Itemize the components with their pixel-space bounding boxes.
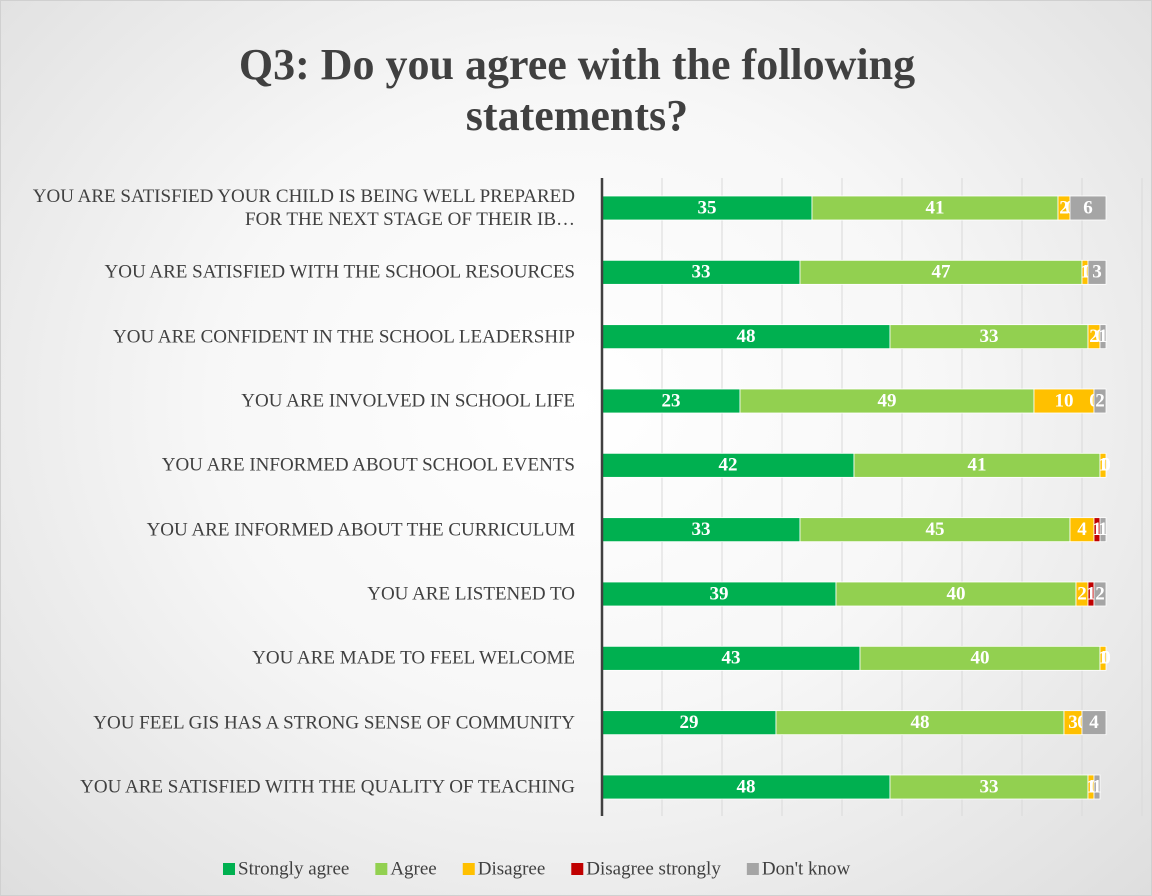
- legend-swatch: [223, 863, 235, 875]
- data-label: 33: [980, 776, 999, 797]
- bar-segment: [601, 452, 855, 478]
- legend-label: Agree: [390, 858, 436, 879]
- bar-segment: [799, 259, 1083, 285]
- data-label: 39: [710, 583, 729, 604]
- data-label: 48: [737, 776, 756, 797]
- bar-segment: [1099, 517, 1107, 543]
- bar-segment: [1093, 581, 1107, 607]
- bar-segment: [1081, 710, 1107, 736]
- bar-segment: [1099, 452, 1107, 478]
- legend-swatch: [571, 863, 584, 875]
- data-label: 1: [1098, 455, 1108, 476]
- bar-segment: [889, 324, 1089, 350]
- bar-segment: [739, 388, 1035, 414]
- bar-segment: [1069, 195, 1107, 221]
- data-label: 47: [932, 262, 952, 283]
- data-label: 49: [878, 390, 897, 411]
- data-label: 4: [1077, 519, 1087, 540]
- data-label: 0: [1101, 648, 1111, 669]
- data-label: 42: [719, 455, 738, 476]
- bar-segment: [799, 517, 1071, 543]
- data-label: 40: [947, 583, 966, 604]
- bar-segment: [1033, 388, 1095, 414]
- category-label: YOU ARE SATISFIED WITH THE QUALITY OF TE…: [80, 776, 575, 798]
- legend-swatch: [746, 863, 759, 875]
- legend-label: Strongly agree: [238, 858, 349, 879]
- category-label: YOU ARE MADE TO FEEL WELCOME: [252, 647, 575, 669]
- data-label: 0: [1101, 648, 1111, 669]
- bar-segment: [1099, 324, 1107, 350]
- legend-label: Disagree strongly: [586, 858, 721, 879]
- data-label: 0: [1101, 455, 1111, 476]
- data-label: 33: [692, 519, 711, 540]
- data-label: 3: [1068, 712, 1078, 733]
- data-label: 29: [680, 712, 699, 733]
- bar-segment: [859, 645, 1101, 671]
- bar-segment: [601, 517, 801, 543]
- bar-segment: [601, 645, 861, 671]
- category-label: YOU ARE INFORMED ABOUT THE CURRICULUM: [146, 519, 575, 541]
- data-label: 41: [968, 455, 987, 476]
- data-label: 1: [1092, 776, 1102, 797]
- bar-segment: [1087, 259, 1107, 285]
- data-label: 1: [1080, 262, 1090, 283]
- data-label: 41: [926, 197, 945, 218]
- legend-swatch: [375, 863, 388, 875]
- bar-segment: [601, 324, 891, 350]
- data-label: 45: [926, 519, 945, 540]
- data-label: 2: [1095, 583, 1105, 604]
- category-label: YOU ARE INVOLVED IN SCHOOL LIFE: [241, 390, 575, 412]
- category-label: YOU ARE SATISFIED WITH THE SCHOOL RESOUR…: [104, 261, 575, 283]
- data-label: 1: [1098, 648, 1108, 669]
- data-label: 48: [911, 712, 930, 733]
- category-label: YOU ARE CONFIDENT IN THE SCHOOL LEADERSH…: [113, 326, 575, 348]
- bar-segment: [601, 259, 801, 285]
- data-label: 6: [1083, 197, 1093, 218]
- data-label: 1: [1098, 519, 1108, 540]
- data-label: 33: [692, 262, 711, 283]
- data-label: 10: [1055, 390, 1074, 411]
- data-label: 35: [698, 197, 717, 218]
- chart-title: Q3: Do you agree with the following stat…: [238, 40, 916, 140]
- legend-label: Disagree: [478, 858, 546, 879]
- data-label: 2: [1077, 583, 1087, 604]
- data-label: 1: [1086, 776, 1096, 797]
- data-label: 2: [1059, 197, 1069, 218]
- data-label: 3: [1092, 262, 1102, 283]
- bar-segment: [601, 710, 777, 736]
- bar-segment: [1093, 388, 1107, 414]
- data-label: 1: [1098, 326, 1108, 347]
- category-label: YOU ARE INFORMED ABOUT SCHOOL EVENTS: [161, 454, 575, 476]
- data-label: 23: [662, 390, 681, 411]
- bar-segment: [889, 774, 1089, 800]
- bar-segment: [1069, 517, 1095, 543]
- data-label: 33: [980, 326, 999, 347]
- category-label: YOU ARE LISTENED TO: [367, 583, 575, 605]
- legend-swatch: [462, 863, 475, 875]
- data-label: 48: [737, 326, 756, 347]
- bar-segment: [601, 581, 837, 607]
- data-label: 0: [1101, 455, 1111, 476]
- data-label: 2: [1095, 390, 1105, 411]
- bar-segment: [1099, 645, 1107, 671]
- bar-segment: [1093, 774, 1101, 800]
- bar-segment: [601, 195, 813, 221]
- bar-segment: [835, 581, 1077, 607]
- data-label: 1: [1086, 583, 1096, 604]
- data-label: 2: [1089, 326, 1099, 347]
- category-label: YOU FEEL GIS HAS A STRONG SENSE OF COMMU…: [93, 712, 575, 734]
- category-label: YOU ARE SATISFIED YOUR CHILD IS BEING WE…: [32, 186, 575, 230]
- data-label: 43: [722, 648, 741, 669]
- data-label: 40: [971, 648, 990, 669]
- data-label: 1: [1092, 519, 1102, 540]
- bar-segment: [811, 195, 1059, 221]
- data-label: 4: [1089, 712, 1099, 733]
- legend-label: Don't know: [762, 858, 851, 879]
- bar-segment: [853, 452, 1101, 478]
